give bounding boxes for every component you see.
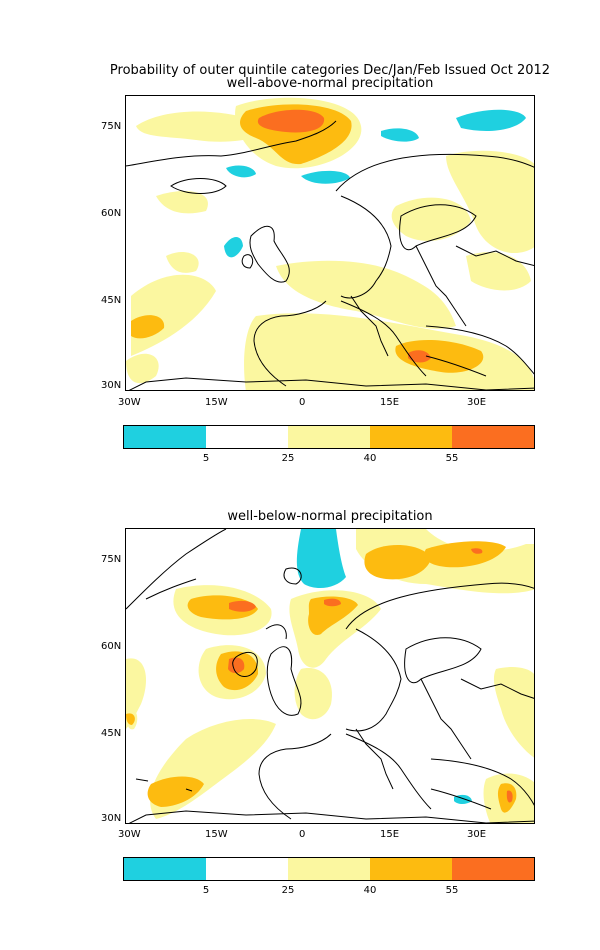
lat-tick-75n: 75N [101,121,122,132]
lon-tick-15w: 15W [205,397,228,408]
lat-tick-75n-2: 75N [101,554,122,565]
colorbar-1-label-5: 5 [202,453,210,464]
lat-tick-45n: 45N [101,295,122,306]
lon-tick-15w-2: 15W [205,829,228,840]
prob-55-plus-regions [257,109,431,363]
map-panel-below-normal [125,528,535,824]
lon-tick-30w-2: 30W [118,829,141,840]
colorbar-2-segment-cyan [124,858,206,880]
colorbar-2-segment-orange [370,858,452,880]
colorbar-2-segment-yellow [288,858,370,880]
colorbar-2-segment-red [452,858,534,880]
coastlines [126,120,534,390]
map-panel-above-normal [125,95,535,391]
colorbar-2-label-40: 40 [363,885,377,896]
lat-tick-30n-2: 30N [101,813,122,824]
colorbar-2-segment-white [206,858,288,880]
lon-tick-30w: 30W [118,397,141,408]
prob-55-plus-regions [228,548,513,803]
colorbar-1-label-55: 55 [445,453,459,464]
colorbar-1-label-40: 40 [363,453,377,464]
lon-tick-15e-2: 15E [380,829,400,840]
colorbar-1 [123,425,535,449]
colorbar-1-segment-white [206,426,288,448]
colorbar-1-label-25: 25 [281,453,295,464]
lat-tick-30n: 30N [101,380,122,391]
prob-below-5-regions [224,109,526,258]
coastlines [126,529,534,823]
lon-tick-0-2: 0 [299,829,306,840]
lon-tick-0: 0 [299,397,306,408]
map-above-normal-canvas [126,97,534,390]
main-title: Probability of outer quintile categories… [109,63,551,78]
lat-tick-60n-2: 60N [101,641,122,652]
lon-tick-30e-2: 30E [467,829,487,840]
lat-tick-45n-2: 45N [101,728,122,739]
panel-2-subtitle: well-below-normal precipitation [227,509,433,524]
prob-40-55-regions [126,541,517,813]
colorbar-2-label-25: 25 [281,885,295,896]
colorbar-1-segment-orange [370,426,452,448]
lon-tick-30e: 30E [467,397,487,408]
lat-tick-60n: 60N [101,208,122,219]
colorbar-1-segment-red [452,426,534,448]
colorbar-2-label-5: 5 [202,885,210,896]
map-below-normal-canvas [126,529,534,823]
colorbar-1-segment-yellow [288,426,370,448]
colorbar-2 [123,857,535,881]
colorbar-2-label-55: 55 [445,885,459,896]
colorbar-1-segment-cyan [124,426,206,448]
panel-1-subtitle: well-above-normal precipitation [226,76,434,91]
lon-tick-15e: 15E [380,397,400,408]
